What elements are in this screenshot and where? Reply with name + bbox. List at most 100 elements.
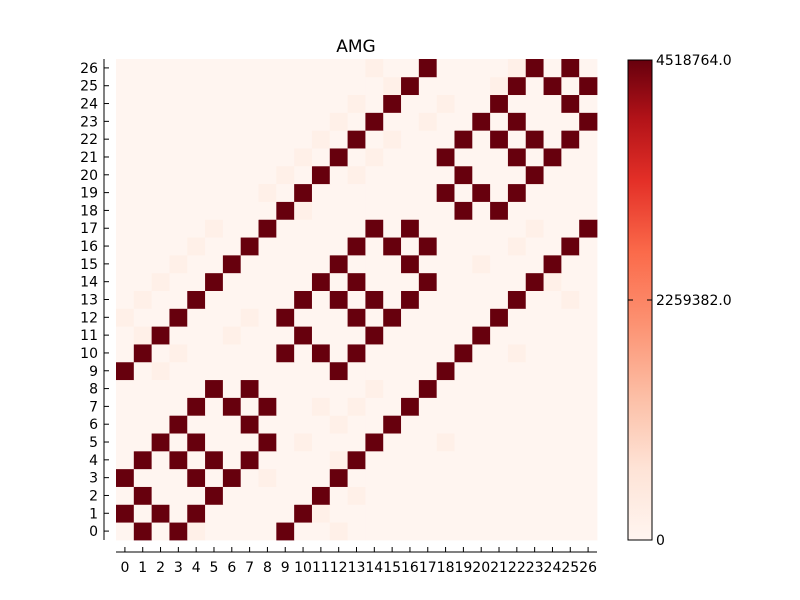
heatmap-cell [169, 290, 188, 309]
heatmap-cell [116, 522, 135, 541]
heatmap-cell [151, 397, 170, 416]
heatmap-cell [543, 254, 562, 274]
heatmap-cell [472, 486, 491, 505]
heatmap-cell [507, 112, 527, 131]
heatmap-cell [347, 450, 366, 470]
chart-title: AMG [336, 37, 375, 57]
heatmap-cell [383, 219, 402, 238]
heatmap-cell [365, 361, 384, 381]
heatmap-cell [205, 112, 224, 131]
heatmap-cell [561, 415, 580, 434]
heatmap-cell [543, 130, 562, 149]
heatmap-cell [240, 290, 259, 309]
heatmap-cell [525, 468, 544, 487]
heatmap-cell [490, 148, 509, 167]
heatmap-cell [187, 397, 206, 416]
heatmap-cell [258, 254, 277, 274]
heatmap-cell [240, 254, 259, 274]
heatmap-cell [365, 326, 384, 345]
heatmap-cell [222, 59, 242, 78]
heatmap-cell [543, 433, 562, 452]
heatmap-cell [436, 76, 455, 96]
heatmap-cell [490, 130, 509, 149]
axes: 0123456789101112131415161718192021222324… [80, 59, 597, 576]
y-tick-label: 19 [80, 186, 98, 202]
heatmap-cell [347, 148, 366, 167]
heatmap-cell [383, 94, 402, 113]
heatmap-cell [579, 272, 598, 291]
heatmap-cell [329, 468, 348, 487]
heatmap-cell [454, 165, 473, 185]
y-tick-label: 7 [89, 399, 98, 415]
heatmap-cell [365, 308, 384, 327]
heatmap-cell [169, 112, 188, 131]
heatmap-cell [418, 468, 438, 487]
heatmap-cell [240, 272, 259, 291]
x-tick-label: 10 [294, 560, 312, 576]
heatmap-cell [240, 397, 259, 416]
heatmap-cell [294, 361, 313, 381]
heatmap-cell [543, 59, 562, 78]
heatmap-cell [258, 201, 277, 220]
heatmap-cell [276, 272, 295, 291]
heatmap-cell [472, 379, 491, 398]
heatmap-cell [311, 486, 331, 505]
y-tick-label: 9 [89, 364, 98, 380]
heatmap-cell [490, 415, 509, 434]
heatmap-cell [133, 290, 153, 309]
y-axis-ticks: 0123456789101112131415161718192021222324… [80, 61, 109, 540]
heatmap-cell [418, 450, 438, 470]
heatmap-cell [311, 290, 331, 309]
heatmap-cell [507, 290, 527, 309]
heatmap-cell [240, 112, 259, 131]
heatmap-cell [294, 415, 313, 434]
heatmap-cell [258, 433, 277, 452]
heatmap-cell [329, 290, 348, 309]
heatmap-cell [329, 486, 348, 505]
heatmap-cell [507, 130, 527, 149]
heatmap-cell [151, 237, 170, 256]
heatmap-cell [561, 522, 580, 541]
heatmap-cell [454, 504, 473, 523]
heatmap-cell [205, 504, 224, 523]
heatmap-cell [133, 522, 153, 541]
heatmap-cell [151, 290, 170, 309]
heatmap-cell [133, 361, 153, 381]
heatmap-cell [347, 112, 366, 131]
heatmap-cell [133, 254, 153, 274]
heatmap-cell [454, 76, 473, 96]
heatmap-cell [490, 165, 509, 185]
heatmap-cell [579, 433, 598, 452]
heatmap-cell [258, 326, 277, 345]
heatmap-cell [116, 379, 135, 398]
heatmap-cell [294, 308, 313, 327]
heatmap-cell [561, 361, 580, 381]
heatmap-cell [258, 522, 277, 541]
heatmap-cell [490, 59, 509, 78]
heatmap-cell [543, 112, 562, 131]
heatmap-cell [507, 344, 527, 363]
heatmap-cell [383, 504, 402, 523]
heatmap-cell [294, 237, 313, 256]
heatmap-cell [436, 468, 455, 487]
heatmap-cell [525, 130, 544, 149]
heatmap-cell [222, 76, 242, 96]
heatmap-cell [454, 219, 473, 238]
heatmap-cell [383, 148, 402, 167]
heatmap-cell [418, 148, 438, 167]
heatmap-cell [490, 361, 509, 381]
heatmap-cell [525, 326, 544, 345]
heatmap-cell [436, 433, 455, 452]
heatmap-cell [276, 522, 295, 541]
heatmap-cell [222, 433, 242, 452]
heatmap-cell [490, 254, 509, 274]
heatmap-cell [472, 361, 491, 381]
heatmap-cell [347, 344, 366, 363]
heatmap-cell [205, 165, 224, 185]
heatmap-cell [383, 522, 402, 541]
heatmap-cell [365, 76, 384, 96]
heatmap-cell [276, 415, 295, 434]
heatmap-cell [294, 397, 313, 416]
heatmap-cell [454, 522, 473, 541]
heatmap-cell [507, 522, 527, 541]
